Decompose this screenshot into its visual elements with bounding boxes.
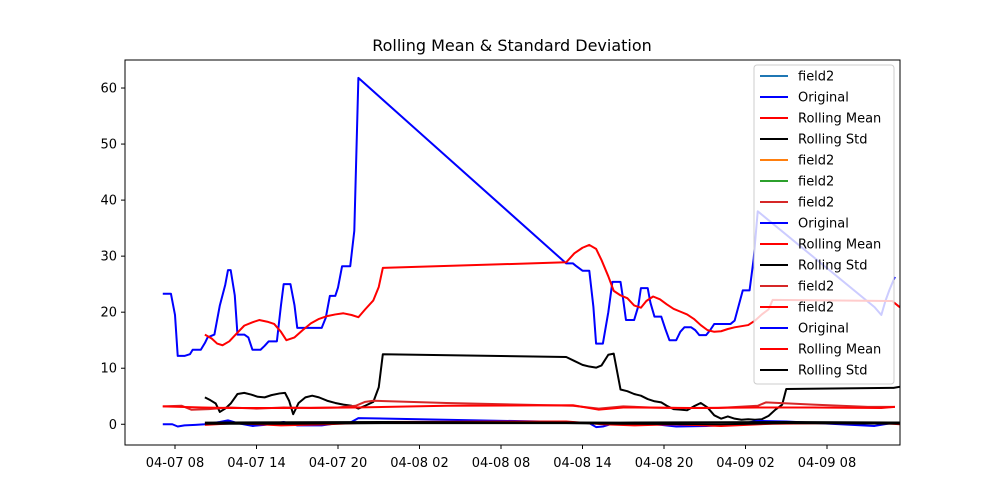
legend-label: field2 — [798, 301, 834, 316]
x-tick-label: 04-09 08 — [798, 456, 856, 471]
legend-label: Rolling Mean — [798, 238, 881, 253]
legend-label: Rolling Mean — [798, 343, 881, 358]
x-tick-label: 04-09 02 — [716, 456, 774, 471]
y-tick-label: 40 — [100, 194, 117, 209]
x-tick-label: 04-07 08 — [146, 456, 204, 471]
series-line-0 — [162, 76, 896, 357]
x-tick-label: 04-08 20 — [635, 456, 693, 471]
legend-label: field2 — [798, 175, 834, 190]
legend: field2 Original Rolling Mean Rolling Std fie… — [753, 64, 895, 385]
y-tick-label: 10 — [100, 362, 117, 377]
legend-label: Rolling Mean — [798, 112, 881, 127]
legend-label: field2 — [798, 154, 834, 169]
legend-label: Original — [798, 322, 849, 337]
legend-label: Original — [798, 91, 849, 106]
series-line-1 — [204, 243, 900, 347]
x-tick-label: 04-08 14 — [553, 456, 611, 471]
y-tick-label: 60 — [100, 82, 117, 97]
legend-label: Rolling Std — [798, 364, 867, 379]
x-axis: 04-07 08 04-07 14 04-07 20 04-08 02 04-08 08… — [146, 445, 856, 471]
y-tick-label: 0 — [109, 418, 117, 433]
x-tick-label: 04-08 02 — [390, 456, 448, 471]
chart-title: Rolling Mean & Standard Deviation — [372, 36, 652, 55]
legend-box — [753, 64, 895, 385]
y-axis: 0 10 20 30 40 50 60 — [100, 82, 125, 433]
y-tick-label: 30 — [100, 250, 117, 265]
x-tick-label: 04-07 20 — [309, 456, 367, 471]
series-line-4 — [162, 404, 896, 411]
y-tick-label: 20 — [100, 306, 117, 321]
plot-frame — [124, 59, 901, 446]
legend-label: Rolling Std — [798, 133, 867, 148]
legend-label: field2 — [798, 280, 834, 295]
series-line-2 — [204, 352, 900, 421]
series-line-8 — [204, 421, 900, 424]
legend-label: Original — [798, 217, 849, 232]
x-tick-label: 04-08 08 — [472, 456, 530, 471]
legend-label: Rolling Std — [798, 259, 867, 274]
series-layer — [162, 76, 900, 429]
x-tick-label: 04-07 14 — [227, 456, 285, 471]
legend-label: field2 — [798, 70, 834, 85]
y-tick-label: 50 — [100, 138, 117, 153]
legend-label: field2 — [798, 196, 834, 211]
